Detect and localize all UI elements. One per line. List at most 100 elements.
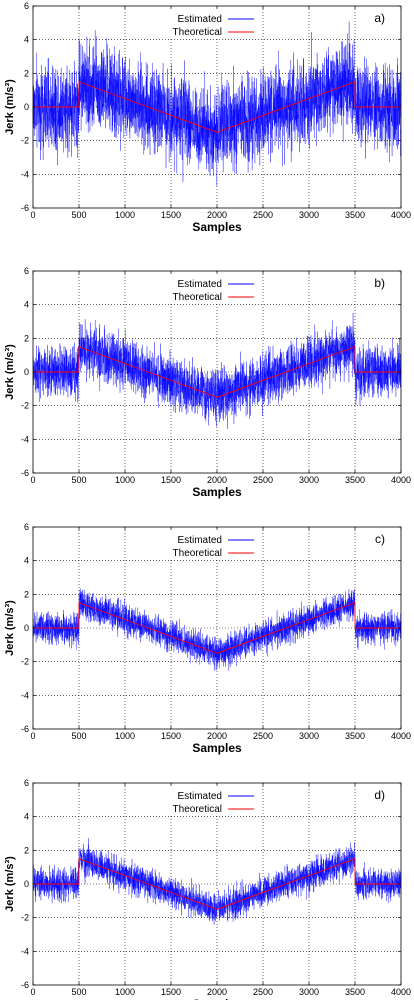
x-tick-label: 1000 <box>115 475 135 485</box>
y-tick-label: -6 <box>21 724 29 734</box>
panel-label: b) <box>374 276 385 290</box>
series-theoretical-line <box>33 858 401 910</box>
series-theoretical-line <box>33 346 401 398</box>
legend-box <box>170 274 260 304</box>
y-axis-label: Jerk (m/s³) <box>4 79 16 135</box>
x-tick-label: 2500 <box>253 987 273 997</box>
y-tick-label: 0 <box>24 367 29 377</box>
x-tick-label: 2500 <box>253 731 273 741</box>
y-tick-label: -6 <box>21 980 29 990</box>
y-tick-label: -2 <box>21 401 29 411</box>
x-tick-label: 4000 <box>391 731 411 741</box>
x-axis-label: Samples <box>192 741 242 755</box>
y-tick-label: -6 <box>21 203 29 213</box>
panel-label: a) <box>374 11 385 25</box>
y-tick-label: -2 <box>21 136 29 146</box>
x-tick-label: 3500 <box>345 475 365 485</box>
y-tick-label: 2 <box>24 845 29 855</box>
y-tick-label: -4 <box>21 434 29 444</box>
panel-label: c) <box>375 532 385 546</box>
x-tick-label: 1500 <box>161 731 181 741</box>
series-estimated-line <box>32 313 402 429</box>
x-axis-label: Samples <box>192 220 242 234</box>
y-tick-label: 6 <box>24 522 29 532</box>
x-tick-label: 500 <box>71 987 86 997</box>
y-axis-label: Jerk (m/s³) <box>4 856 16 912</box>
legend: Estimated Theoretical <box>170 530 260 560</box>
y-tick-label: 6 <box>24 1 29 11</box>
x-tick-label: 1500 <box>161 475 181 485</box>
x-tick-label: 0 <box>30 475 35 485</box>
y-tick-label: -4 <box>21 946 29 956</box>
legend-label: Estimated <box>178 14 222 25</box>
x-tick-label: 3500 <box>345 731 365 741</box>
x-tick-label: 0 <box>30 987 35 997</box>
x-tick-label: 3000 <box>299 731 319 741</box>
x-tick-label: 0 <box>30 731 35 741</box>
chart-panel-1: 0 500 1000 1500 2000 2500 3000 3500 4000 -6 -4 -2 0 2… <box>4 1 411 234</box>
legend-label: Estimated <box>178 535 222 546</box>
y-tick-label: 4 <box>24 812 29 822</box>
y-tick-label: 0 <box>24 623 29 633</box>
y-tick-label: 0 <box>24 879 29 889</box>
x-tick-label: 2000 <box>207 987 227 997</box>
x-tick-label: 2500 <box>253 475 273 485</box>
y-tick-label: -2 <box>21 657 29 667</box>
legend-label: Estimated <box>178 791 222 802</box>
y-tick-label: 2 <box>24 589 29 599</box>
x-tick-label: 3000 <box>299 475 319 485</box>
y-tick-label: 2 <box>24 68 29 78</box>
x-tick-label: 2000 <box>207 731 227 741</box>
series-estimated-line <box>32 838 402 926</box>
y-tick-label: 4 <box>24 300 29 310</box>
legend-label: Theoretical <box>173 292 222 303</box>
x-tick-label: 3000 <box>299 210 319 220</box>
series-theoretical-line <box>33 81 401 133</box>
legend: Estimated Theoretical <box>170 274 260 304</box>
chart-panel-4: 0 500 1000 1500 2000 2500 3000 3500 4000 -6 -4 -2 0 2… <box>4 778 411 1005</box>
legend-label: Theoretical <box>173 27 222 38</box>
y-tick-label: -6 <box>21 468 29 478</box>
y-tick-label: 2 <box>24 333 29 343</box>
x-tick-label: 500 <box>71 731 86 741</box>
x-tick-label: 4000 <box>391 475 411 485</box>
panel-label: d) <box>374 788 385 802</box>
x-tick-label: 4000 <box>391 210 411 220</box>
x-axis-label: Samples <box>192 485 242 499</box>
x-tick-label: 3500 <box>345 210 365 220</box>
y-tick-label: 6 <box>24 778 29 788</box>
y-tick-label: 4 <box>24 35 29 45</box>
chart-panel-2: 0 500 1000 1500 2000 2500 3000 3500 4000 -6 -4 -2 0 2… <box>4 266 411 499</box>
x-tick-label: 0 <box>30 210 35 220</box>
chart-panel-3: 0 500 1000 1500 2000 2500 3000 3500 4000 -6 -4 -2 0 2… <box>4 522 411 755</box>
legend-label: Theoretical <box>173 548 222 559</box>
x-tick-label: 2000 <box>207 475 227 485</box>
legend: Estimated Theoretical <box>170 786 260 816</box>
y-tick-label: 4 <box>24 556 29 566</box>
y-tick-label: -4 <box>21 169 29 179</box>
x-tick-label: 1000 <box>115 987 135 997</box>
x-tick-label: 1500 <box>161 210 181 220</box>
x-tick-label: 2000 <box>207 210 227 220</box>
series-theoretical-line <box>33 602 401 654</box>
x-tick-label: 500 <box>71 475 86 485</box>
y-tick-label: -2 <box>21 913 29 923</box>
legend: Estimated Theoretical <box>170 9 260 39</box>
x-tick-label: 1000 <box>115 210 135 220</box>
legend-label: Estimated <box>178 279 222 290</box>
y-tick-label: 6 <box>24 266 29 276</box>
x-tick-label: 3000 <box>299 987 319 997</box>
x-tick-label: 500 <box>71 210 86 220</box>
x-tick-label: 3500 <box>345 987 365 997</box>
y-axis-label: Jerk (m/s³) <box>4 344 16 400</box>
legend-label: Theoretical <box>173 804 222 815</box>
y-axis-label: Jerk (m/s³) <box>4 600 16 656</box>
y-tick-label: -4 <box>21 690 29 700</box>
y-tick-label: 0 <box>24 102 29 112</box>
legend-box <box>170 9 260 39</box>
legend-box <box>170 530 260 560</box>
x-tick-label: 4000 <box>391 987 411 997</box>
legend-box <box>170 786 260 816</box>
series-estimated-line <box>32 588 402 671</box>
